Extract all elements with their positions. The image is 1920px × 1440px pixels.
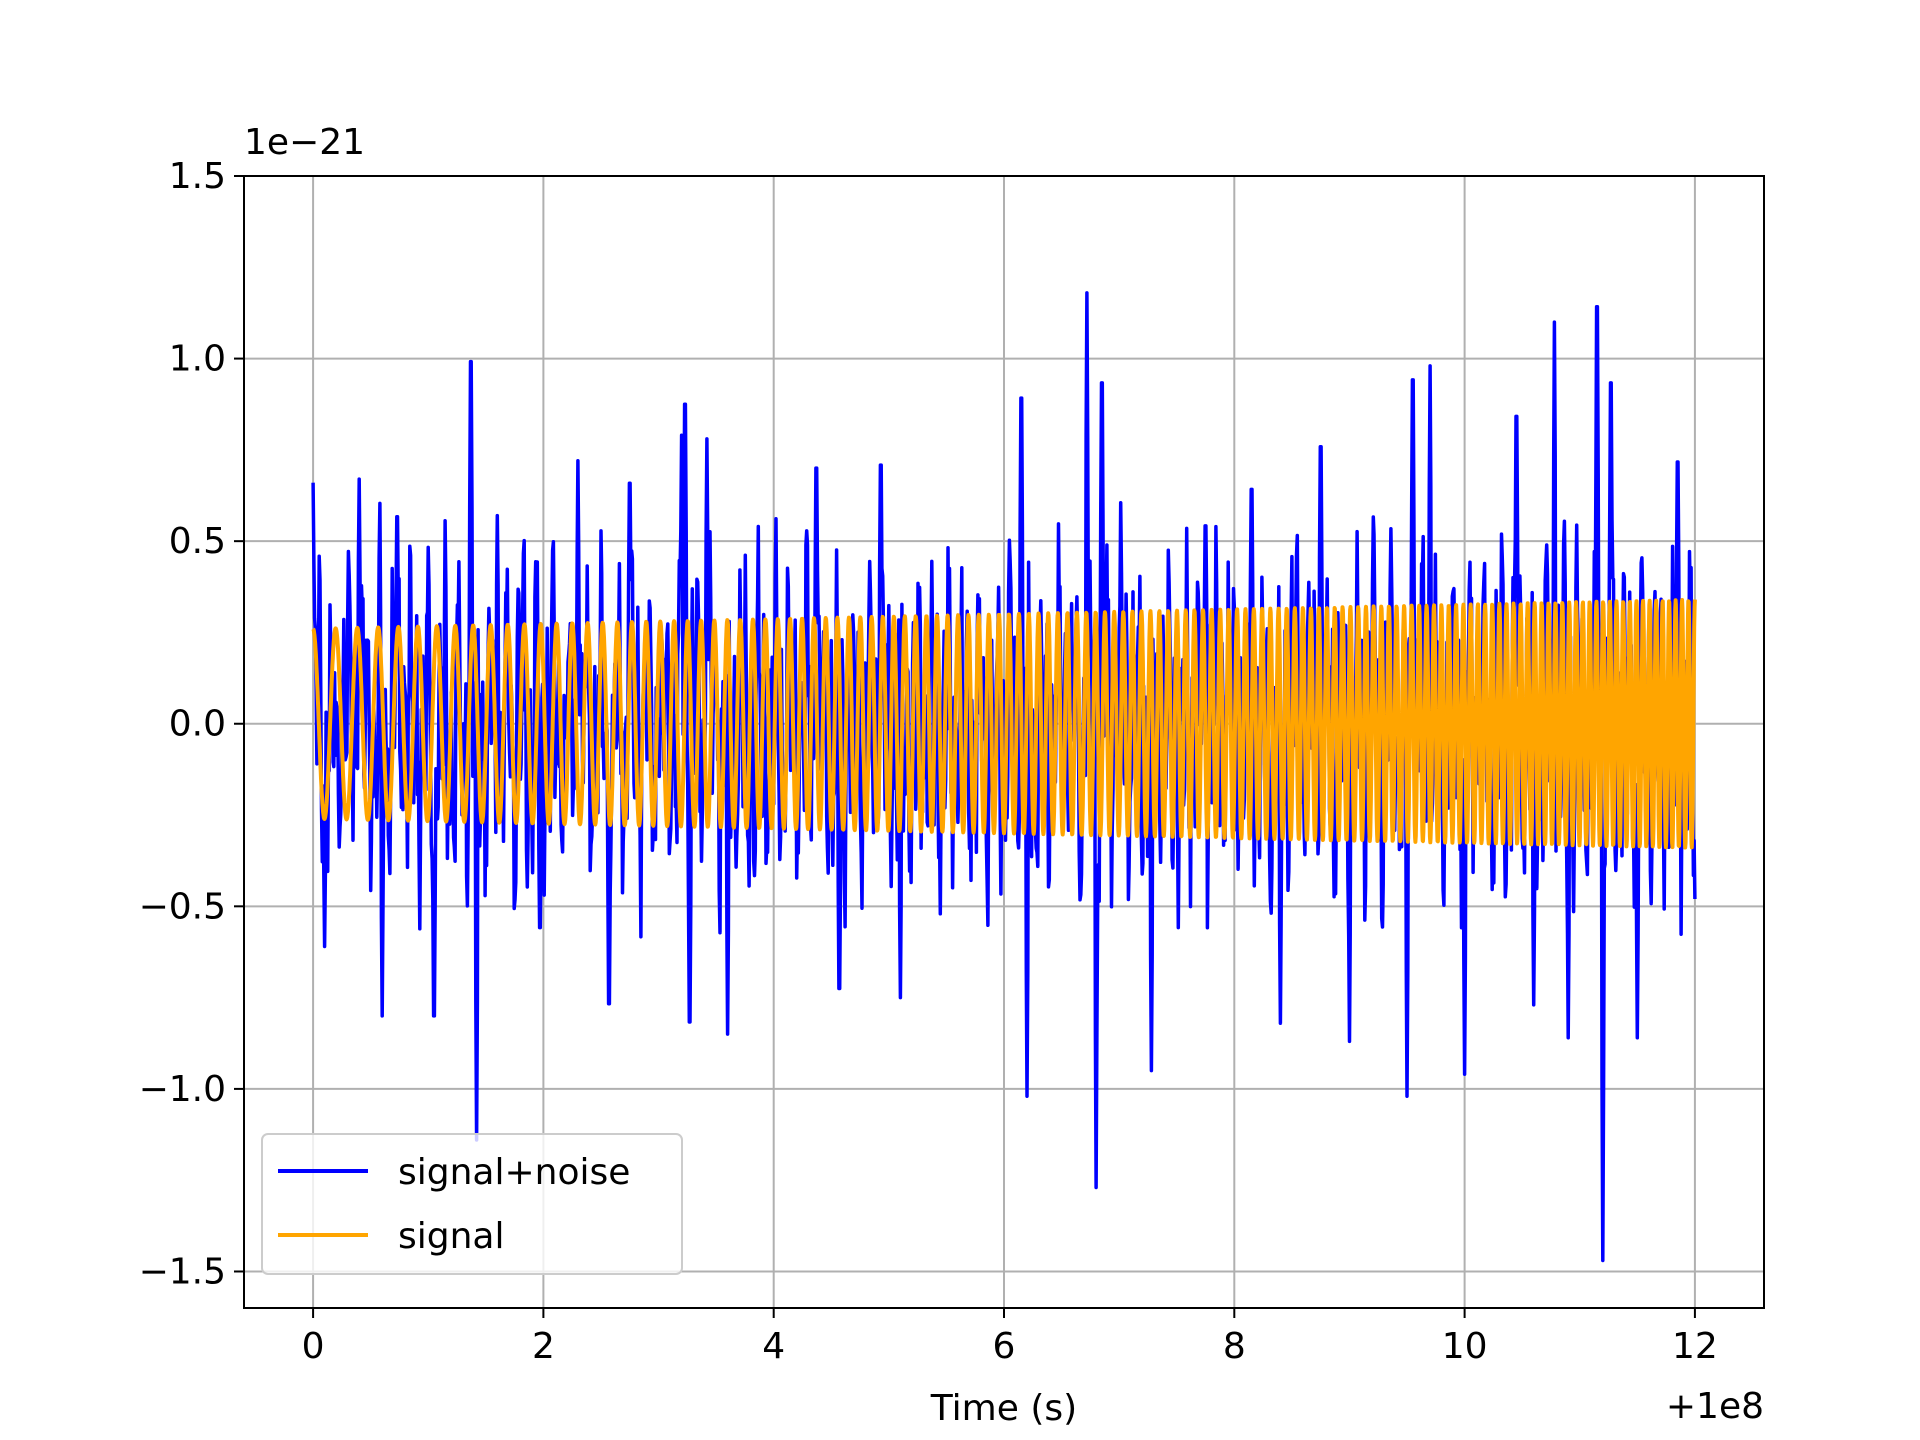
y-tick-label: −1.0 <box>139 1069 226 1110</box>
x-tick-label: 6 <box>993 1326 1016 1367</box>
x-tick-label: 12 <box>1672 1326 1718 1367</box>
y-tick-label: 0.0 <box>169 704 226 745</box>
x-tick-label: 8 <box>1223 1326 1246 1367</box>
series-signal-line <box>311 598 1697 850</box>
series-signal-noise-line <box>311 291 1697 1263</box>
x-tick-label: 4 <box>762 1326 785 1367</box>
x-offset-label: +1e8 <box>1666 1386 1764 1427</box>
x-axis-label: Time (s) <box>930 1388 1077 1429</box>
y-tick-label: −1.5 <box>139 1251 226 1292</box>
x-tick-label: 10 <box>1442 1326 1488 1367</box>
legend-label-signal: signal <box>398 1216 505 1257</box>
legend: signal+noise signal <box>261 1133 683 1275</box>
y-scale-label: 1e−21 <box>244 122 365 163</box>
y-tick-label: 0.5 <box>169 521 226 562</box>
x-tick-label: 0 <box>302 1326 325 1367</box>
y-tick-label: −0.5 <box>139 886 226 927</box>
ticks: 0 2 4 6 8 10 12 −1.5 −1.0 −0.5 0.0 0.5 1.0 1.5 <box>139 156 1718 1367</box>
y-tick-label: 1.0 <box>169 339 226 380</box>
plot-series <box>311 291 1697 1263</box>
legend-label-signal-noise: signal+noise <box>398 1152 630 1193</box>
y-tick-label: 1.5 <box>169 156 226 197</box>
x-tick-label: 2 <box>532 1326 555 1367</box>
